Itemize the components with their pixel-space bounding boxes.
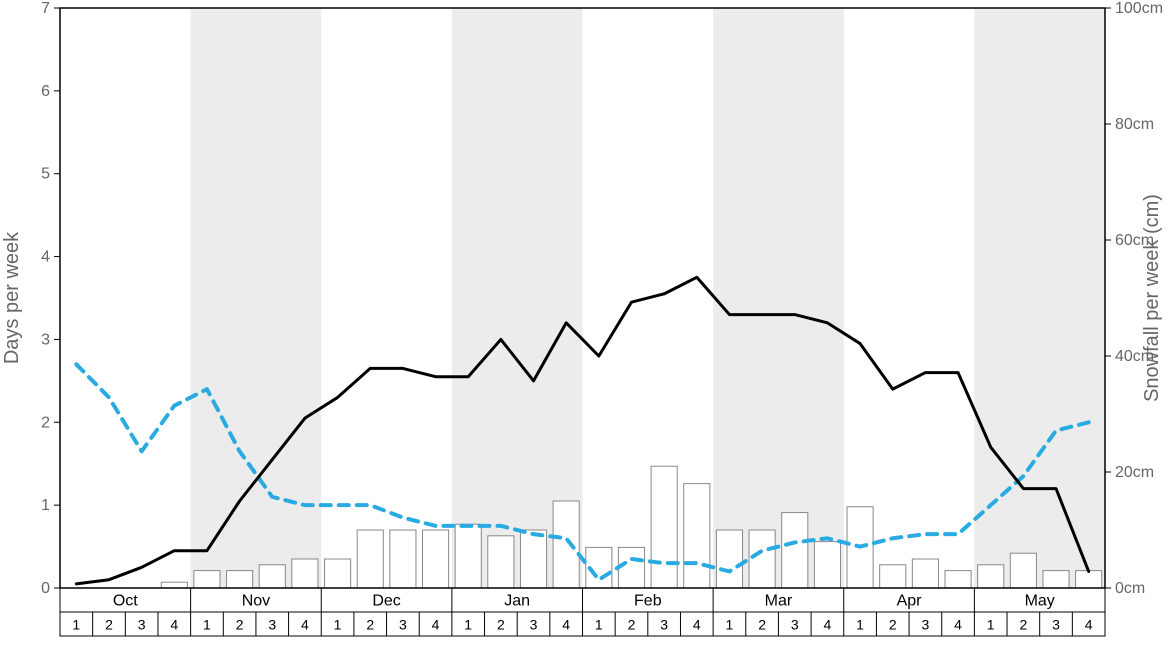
month-label: Nov [242,592,270,609]
week-label: 1 [464,616,472,632]
week-label: 2 [628,616,636,632]
snowfall-bar [912,559,938,588]
y-left-tick: 1 [41,497,50,514]
week-label: 3 [921,616,929,632]
snowfall-bar [880,565,906,588]
y-right-tick: 0cm [1115,580,1145,597]
snowfall-bar [716,530,742,588]
week-label: 1 [987,616,995,632]
month-label: Mar [765,592,793,609]
y-left-tick: 3 [41,331,50,348]
snowfall-bar [357,530,383,588]
month-label: Apr [897,592,923,609]
snowfall-bar [749,530,775,588]
snowfall-bar [194,571,220,588]
snowfall-bar [651,466,677,588]
week-label: 1 [334,616,342,632]
week-label: 4 [693,616,701,632]
y-left-tick: 7 [41,0,50,17]
snowfall-bar [1043,571,1069,588]
week-label: 4 [954,616,962,632]
y-right-tick: 20cm [1115,464,1154,481]
snowfall-bar [227,571,253,588]
week-label: 4 [562,616,570,632]
month-label: Dec [372,592,400,609]
y-right-tick: 80cm [1115,116,1154,133]
y-left-tick: 5 [41,166,50,183]
week-label: 2 [1019,616,1027,632]
snowfall-bar [814,542,840,588]
snowfall-bar [259,565,285,588]
week-label: 4 [170,616,178,632]
week-label: 2 [366,616,374,632]
snowfall-bar [945,571,971,588]
snowfall-bar [782,513,808,588]
snowfall-bar [520,530,546,588]
week-label: 4 [1085,616,1093,632]
week-label: 1 [726,616,734,632]
week-label: 3 [791,616,799,632]
month-label: Feb [634,592,662,609]
y-left-tick: 0 [41,580,50,597]
y-left-label: Days per week [1,231,23,364]
week-label: 4 [301,616,309,632]
month-label: Oct [113,592,138,609]
week-label: 4 [824,616,832,632]
snowfall-bar [161,582,187,588]
y-left-tick: 6 [41,83,50,100]
snowfall-bar [292,559,318,588]
y-right-tick: 100cm [1115,0,1163,17]
snowfall-bar [1076,571,1102,588]
snowfall-bar [553,501,579,588]
y-left-tick: 4 [41,249,50,266]
week-label: 1 [856,616,864,632]
week-label: 2 [889,616,897,632]
week-label: 3 [530,616,538,632]
snowfall-bar [390,530,416,588]
week-label: 2 [497,616,505,632]
snowfall-bar [422,530,448,588]
week-label: 3 [399,616,407,632]
week-label: 1 [203,616,211,632]
week-label: 2 [758,616,766,632]
week-label: 1 [72,616,80,632]
y-right-label: Snowfall per week (cm) [1141,194,1163,402]
snowfall-bar [325,559,351,588]
snowfall-bar [488,536,514,588]
snowfall-bar [978,565,1004,588]
snowfall-bar [684,484,710,588]
week-label: 3 [1052,616,1060,632]
week-label: 4 [432,616,440,632]
snowfall-bar [618,547,644,588]
week-label: 2 [105,616,113,632]
snow-chart: 012345670cm20cm40cm60cm80cm100cmDays per… [0,0,1168,648]
week-label: 3 [268,616,276,632]
y-left-tick: 2 [41,414,50,431]
week-label: 1 [595,616,603,632]
month-label: Jan [504,592,530,609]
month-label: May [1025,592,1055,609]
week-label: 3 [660,616,668,632]
snowfall-bar [1010,553,1036,588]
week-label: 2 [236,616,244,632]
week-label: 3 [138,616,146,632]
snowfall-bar [455,524,481,588]
